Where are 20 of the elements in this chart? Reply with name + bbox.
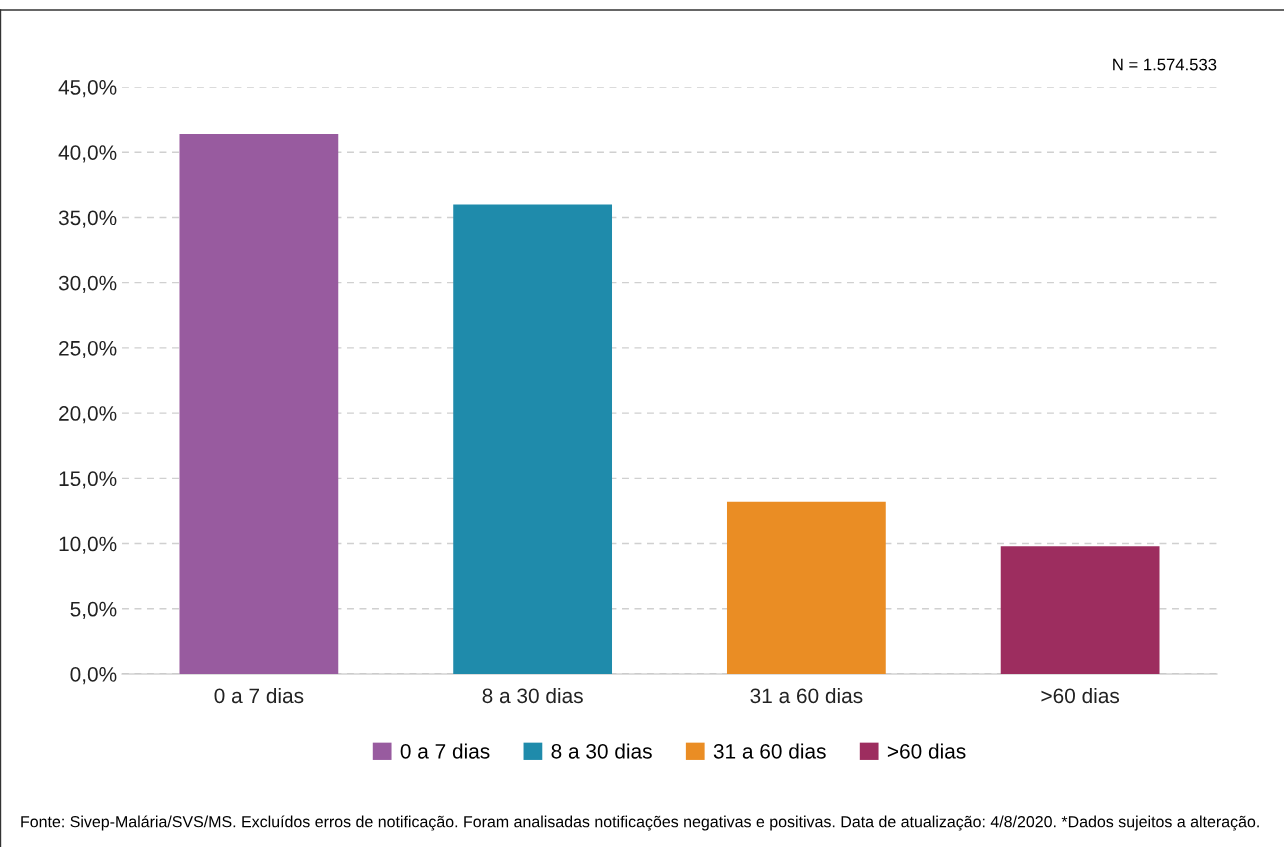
y-tick-label: 15,0% — [59, 471, 117, 489]
text: N = 1.574.533 — [1113, 58, 1217, 71]
y-tick-label: 5,0% — [70, 601, 117, 619]
source-note: Fonte: Sivep-Malária/SVS/MS. Excluídos erros de notificação. Foram analisadas notificações negativas e positivas. Data de atualização: 4/8/2020. *Dados sujeitos a alteração. — [21, 815, 1259, 831]
y-tick-label: 20,0% — [59, 406, 117, 424]
legend-label: 31 a 60 dias — [713, 743, 826, 759]
y-tick-label: 10,0% — [59, 536, 117, 554]
x-tick-label: >60 dias — [1041, 687, 1120, 704]
y-tick-label: 25,0% — [59, 340, 117, 359]
x-tick-label: 31 a 60 dias — [750, 687, 863, 704]
y-tick-label: 40,0% — [58, 145, 117, 163]
y-tick-label: 45,0% — [58, 80, 117, 98]
y-tick-label: 35,0% — [58, 210, 117, 228]
legend-label: 8 a 30 dias — [551, 743, 652, 759]
y-tick-label: 30,0% — [58, 275, 117, 293]
legend-label: >60 dias — [887, 743, 966, 759]
x-tick-label: 0 a 7 dias — [214, 687, 304, 704]
y-tick-label: 0,0% — [70, 667, 117, 685]
legend-label: 0 a 7 dias — [400, 743, 490, 759]
x-tick-label: 8 a 30 dias — [482, 687, 583, 704]
